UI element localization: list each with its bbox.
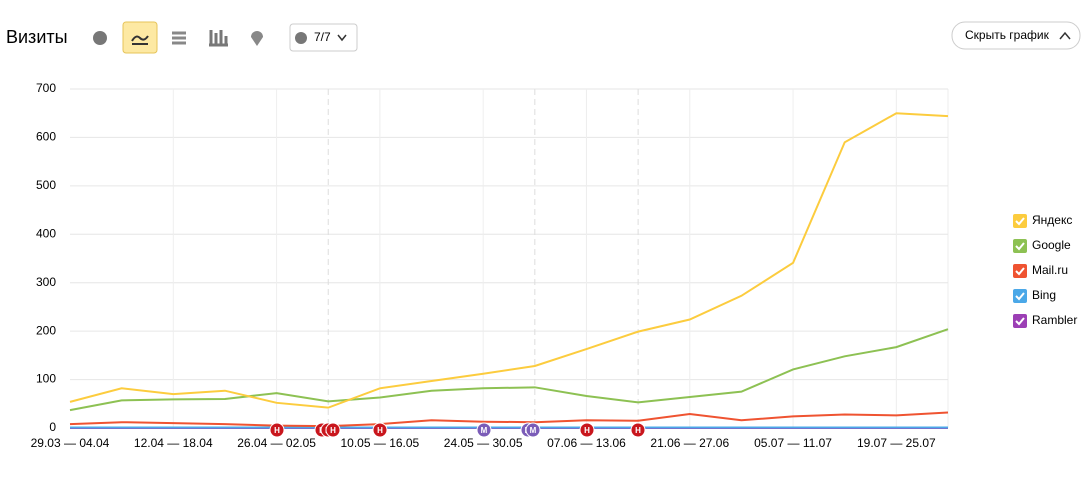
legend-label: Bing [1032, 288, 1056, 302]
x-tick-label: 21.06 — 27.06 [650, 436, 729, 450]
annotation-marker [325, 422, 341, 438]
y-tick-label: 500 [36, 178, 56, 192]
comments-count: 7/7 [314, 30, 331, 44]
legend-label: Яндекс [1032, 213, 1072, 227]
legend-check [1015, 217, 1025, 226]
annotation-marker [269, 422, 285, 438]
y-tick-label: 600 [36, 130, 56, 144]
annotation-marker [372, 422, 388, 438]
legend-check [1015, 267, 1025, 276]
map-icon[interactable] [251, 31, 263, 46]
y-tick-label: 300 [36, 275, 56, 289]
area-icon[interactable] [172, 31, 186, 45]
line-icon [131, 35, 149, 45]
legend-checkbox[interactable] [1013, 314, 1027, 328]
legend-checkbox[interactable] [1013, 264, 1027, 278]
series-line [69, 411, 949, 428]
comments-button[interactable] [289, 23, 358, 52]
comment-icon [295, 32, 307, 44]
y-tick-label: 700 [36, 81, 56, 95]
annotation-marker [476, 422, 492, 438]
annotation-label: Н [584, 426, 590, 435]
legend-label: Rambler [1032, 313, 1077, 327]
pie-icon[interactable] [93, 31, 107, 45]
annotation-label: Н [635, 426, 641, 435]
y-tick-label: 200 [36, 323, 56, 337]
annotation-marker [579, 422, 595, 438]
annotation-marker [525, 422, 541, 438]
legend-checkbox[interactable] [1013, 239, 1027, 253]
annotation-label: Н [377, 426, 383, 435]
annotation-label: М [481, 426, 488, 435]
series-line [69, 328, 949, 412]
x-tick-label: 19.07 — 25.07 [857, 436, 936, 450]
annotation-label: М [530, 426, 537, 435]
hide-chart-button[interactable] [951, 21, 1081, 50]
x-tick-label: 05.07 — 11.07 [754, 436, 832, 450]
hide-chart-label: Скрыть график [965, 28, 1050, 42]
legend-label: Mail.ru [1032, 263, 1068, 277]
y-tick-label: 0 [49, 420, 56, 434]
y-tick-label: 100 [36, 372, 56, 386]
chevron [337, 34, 347, 42]
annotation-marker [630, 422, 646, 438]
legend-checkbox[interactable] [1013, 214, 1027, 228]
bar-icon[interactable] [209, 30, 228, 47]
page-title: Визиты [6, 27, 68, 47]
chevron [1059, 31, 1071, 40]
x-tick-label: 24.05 — 30.05 [444, 436, 523, 450]
annotation-label: Н [330, 426, 336, 435]
x-tick-label: 07.06 — 13.06 [547, 436, 626, 450]
y-tick-label: 400 [36, 226, 56, 240]
legend-label: Google [1032, 238, 1071, 252]
annotation-label: Н [274, 426, 280, 435]
legend-check [1015, 292, 1025, 301]
x-tick-label: 10.05 — 16.05 [341, 436, 420, 450]
x-tick-label: 29.03 — 04.04 [31, 436, 110, 450]
series-line [69, 112, 949, 409]
x-tick-label: 12.04 — 18.04 [134, 436, 213, 450]
x-tick-label: 26.04 — 02.05 [237, 436, 316, 450]
legend-check [1015, 242, 1025, 251]
legend-check [1015, 317, 1025, 326]
legend-checkbox[interactable] [1013, 289, 1027, 303]
